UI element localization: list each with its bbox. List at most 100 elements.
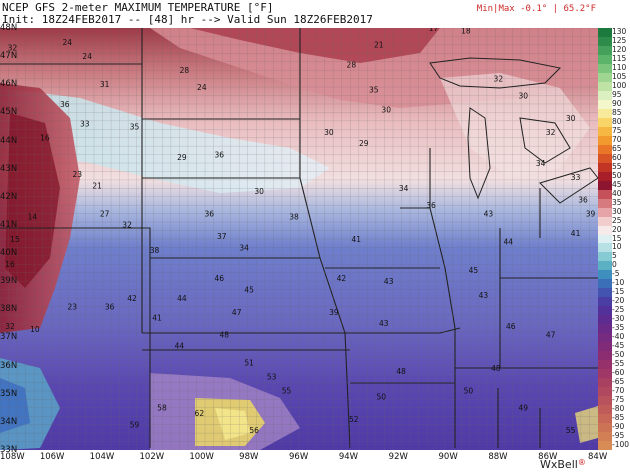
scale-label: 0 bbox=[612, 260, 617, 270]
temperature-label: 34 bbox=[536, 159, 546, 168]
map-header: NCEP GFS 2-meter MAXIMUM TEMPERATURE [°F… bbox=[0, 0, 630, 26]
scale-swatch bbox=[598, 270, 612, 280]
scale-label: 10 bbox=[612, 242, 622, 252]
scale-label: -55 bbox=[612, 359, 625, 369]
longitude-label: 96W bbox=[289, 452, 309, 462]
temperature-label: 59 bbox=[130, 420, 140, 429]
temperature-label: 48 bbox=[396, 367, 406, 376]
great-lakes bbox=[429, 57, 598, 204]
temperature-label: 24 bbox=[82, 52, 92, 61]
temperature-label: 30 bbox=[324, 128, 334, 137]
latitude-label: 35N bbox=[0, 388, 18, 399]
temperature-label: 55 bbox=[566, 426, 576, 435]
scale-label: 65 bbox=[612, 143, 622, 153]
scale-label: -85 bbox=[612, 413, 625, 423]
scale-swatch bbox=[598, 369, 612, 379]
latitude-label: 41N bbox=[0, 219, 18, 230]
scale-swatch bbox=[598, 414, 612, 424]
scale-swatch bbox=[598, 342, 612, 352]
temperature-label: 43 bbox=[379, 319, 389, 328]
temperature-label: 36 bbox=[60, 100, 70, 109]
scale-label: -95 bbox=[612, 431, 625, 441]
scale-label: 110 bbox=[612, 62, 627, 72]
temperature-label: 43 bbox=[484, 209, 494, 218]
scale-label: 70 bbox=[612, 134, 622, 144]
temperature-label: 36 bbox=[578, 195, 588, 204]
temperature-label: 24 bbox=[197, 83, 207, 92]
temperature-label: 56 bbox=[249, 426, 259, 435]
scale-label: 125 bbox=[612, 35, 627, 45]
temperature-label: 34 bbox=[239, 243, 249, 252]
scale-swatch bbox=[598, 441, 612, 451]
scale-label: 35 bbox=[612, 197, 622, 207]
scale-label: 50 bbox=[612, 170, 622, 180]
scale-label: 90 bbox=[612, 98, 622, 108]
temperature-label: 58 bbox=[157, 404, 167, 413]
latitude-label: 46N bbox=[0, 79, 18, 90]
scale-label: -25 bbox=[612, 305, 625, 315]
scale-swatch bbox=[598, 333, 612, 343]
latitude-label: 47N bbox=[0, 51, 18, 62]
latitude-label: 40N bbox=[0, 248, 18, 259]
temperature-label: 55 bbox=[282, 387, 292, 396]
temperature-label: 34 bbox=[399, 184, 409, 193]
temperature-label: 16 bbox=[40, 134, 50, 143]
scale-label: -30 bbox=[612, 314, 625, 324]
temperature-label: 33 bbox=[571, 173, 581, 182]
scale-swatch bbox=[598, 198, 612, 209]
temperature-label: 23 bbox=[72, 170, 82, 179]
temperature-label: 32 bbox=[122, 221, 132, 230]
scale-label: -40 bbox=[612, 332, 625, 342]
temperature-label: 48 bbox=[219, 330, 229, 339]
scale-swatch bbox=[598, 117, 612, 128]
temperature-label: 44 bbox=[504, 238, 514, 247]
scale-label: 115 bbox=[612, 53, 627, 63]
temperature-label: 32 bbox=[8, 44, 18, 53]
scale-swatch bbox=[598, 315, 612, 325]
scale-label: 105 bbox=[612, 71, 627, 81]
scale-swatch bbox=[598, 360, 612, 370]
temperature-label: 36 bbox=[205, 209, 215, 218]
scale-label: -15 bbox=[612, 287, 625, 297]
scale-label: 80 bbox=[612, 116, 622, 126]
temperature-label: 38 bbox=[150, 246, 160, 255]
scale-swatch bbox=[598, 45, 612, 56]
temperature-label: 32 bbox=[546, 128, 556, 137]
scale-swatch bbox=[598, 54, 612, 65]
temperature-label: 28 bbox=[180, 66, 190, 75]
scale-swatch bbox=[598, 108, 612, 119]
scale-swatch bbox=[598, 297, 612, 307]
temperature-label: 62 bbox=[195, 409, 205, 418]
temperature-label: 36 bbox=[105, 302, 115, 311]
temperature-label: 44 bbox=[175, 342, 185, 351]
scale-swatch bbox=[598, 252, 612, 262]
temperature-label: 42 bbox=[127, 294, 137, 303]
scale-swatch bbox=[598, 234, 612, 244]
temperature-label: 42 bbox=[337, 274, 347, 283]
latitude-label: 33N bbox=[0, 445, 18, 455]
scale-swatch bbox=[598, 279, 612, 289]
scale-swatch bbox=[598, 225, 612, 235]
temperature-label: 10 bbox=[30, 325, 40, 334]
temperature-label: 50 bbox=[464, 387, 474, 396]
temperature-label: 51 bbox=[244, 359, 254, 368]
temperature-label: 30 bbox=[518, 91, 528, 100]
temperature-label: 39 bbox=[329, 308, 339, 317]
temperature-label: 15 bbox=[10, 235, 20, 244]
latitude-label: 45N bbox=[0, 107, 18, 118]
scale-swatch bbox=[598, 81, 612, 92]
temperature-label: 27 bbox=[100, 209, 110, 218]
temperature-label: 29 bbox=[177, 153, 187, 162]
scale-swatch bbox=[598, 306, 612, 316]
longitude-label: 98W bbox=[239, 452, 259, 462]
scale-swatch bbox=[598, 144, 612, 155]
scale-label: -65 bbox=[612, 377, 625, 387]
scale-swatch bbox=[598, 243, 612, 253]
scale-swatch bbox=[598, 324, 612, 334]
temperature-label: 53 bbox=[267, 373, 277, 382]
scale-label: 45 bbox=[612, 179, 622, 189]
latitude-label: 43N bbox=[0, 163, 18, 174]
longitude-label: 106W bbox=[39, 452, 65, 462]
scale-swatch bbox=[598, 135, 612, 146]
temperature-label: 37 bbox=[217, 232, 227, 241]
